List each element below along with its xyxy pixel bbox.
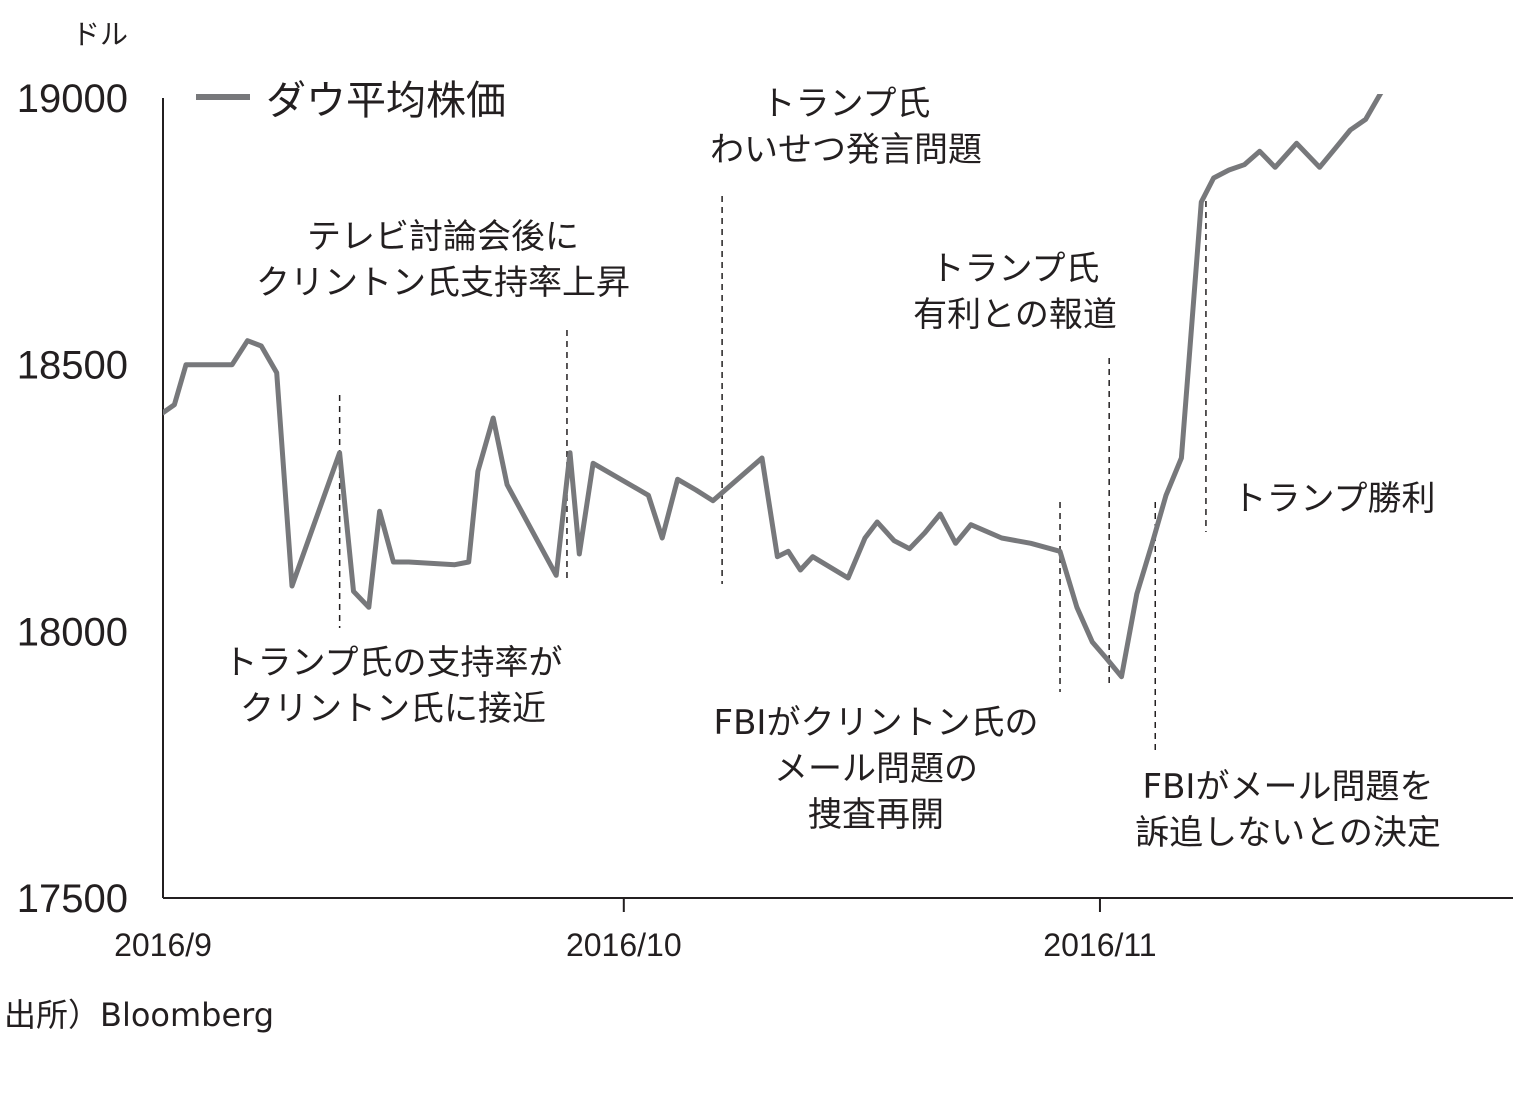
y-tick-label: 19000 [17,77,128,121]
source-note: 出所）Bloomberg [4,996,275,1034]
annotation-text: FBIがクリントン氏の [714,703,1039,743]
annotation-text: クリントン氏支持率上昇 [256,263,630,303]
annotations: トランプ氏の支持率がクリントン氏に接近テレビ討論会後にクリントン氏支持率上昇トラ… [224,84,1441,853]
legend-label: ダウ平均株価 [266,78,506,124]
annotation-text: トランプ氏 [762,84,931,124]
series-layer [163,94,1384,680]
x-tick-label: 2016/10 [566,927,682,963]
annotation-text: 捜査再開 [808,795,944,835]
annotation-text: トランプ氏 [931,249,1100,289]
event-dividers [338,190,1207,752]
annotation-text: トランプ勝利 [1233,479,1436,519]
x-tick-label: 2016/11 [1043,927,1156,963]
annotation-text: 訴追しないとの決定 [1135,813,1441,853]
annotation-text: メール問題の [774,749,978,789]
annotation-text: トランプ氏の支持率が [224,643,563,683]
y-tick-label: 17500 [17,877,128,921]
axes: 17500 18000 18500 19000 ドル 2016/9 2016/10 2016/… [17,18,1513,963]
x-tick-label: 2016/9 [114,927,212,963]
y-axis-unit-label: ドル [72,18,128,51]
annotation-text: クリントン氏に接近 [240,689,546,729]
annotation-text: 有利との報道 [913,295,1117,335]
annotation-text: テレビ討論会後に [307,217,579,257]
annotation-text: わいせつ発言問題 [710,130,982,170]
annotation-text: FBIがメール問題を [1143,767,1434,807]
y-tick-label: 18500 [17,344,128,388]
y-tick-label: 18000 [17,610,128,654]
series-line-dow [163,94,1384,680]
legend: ダウ平均株価 [196,78,506,124]
